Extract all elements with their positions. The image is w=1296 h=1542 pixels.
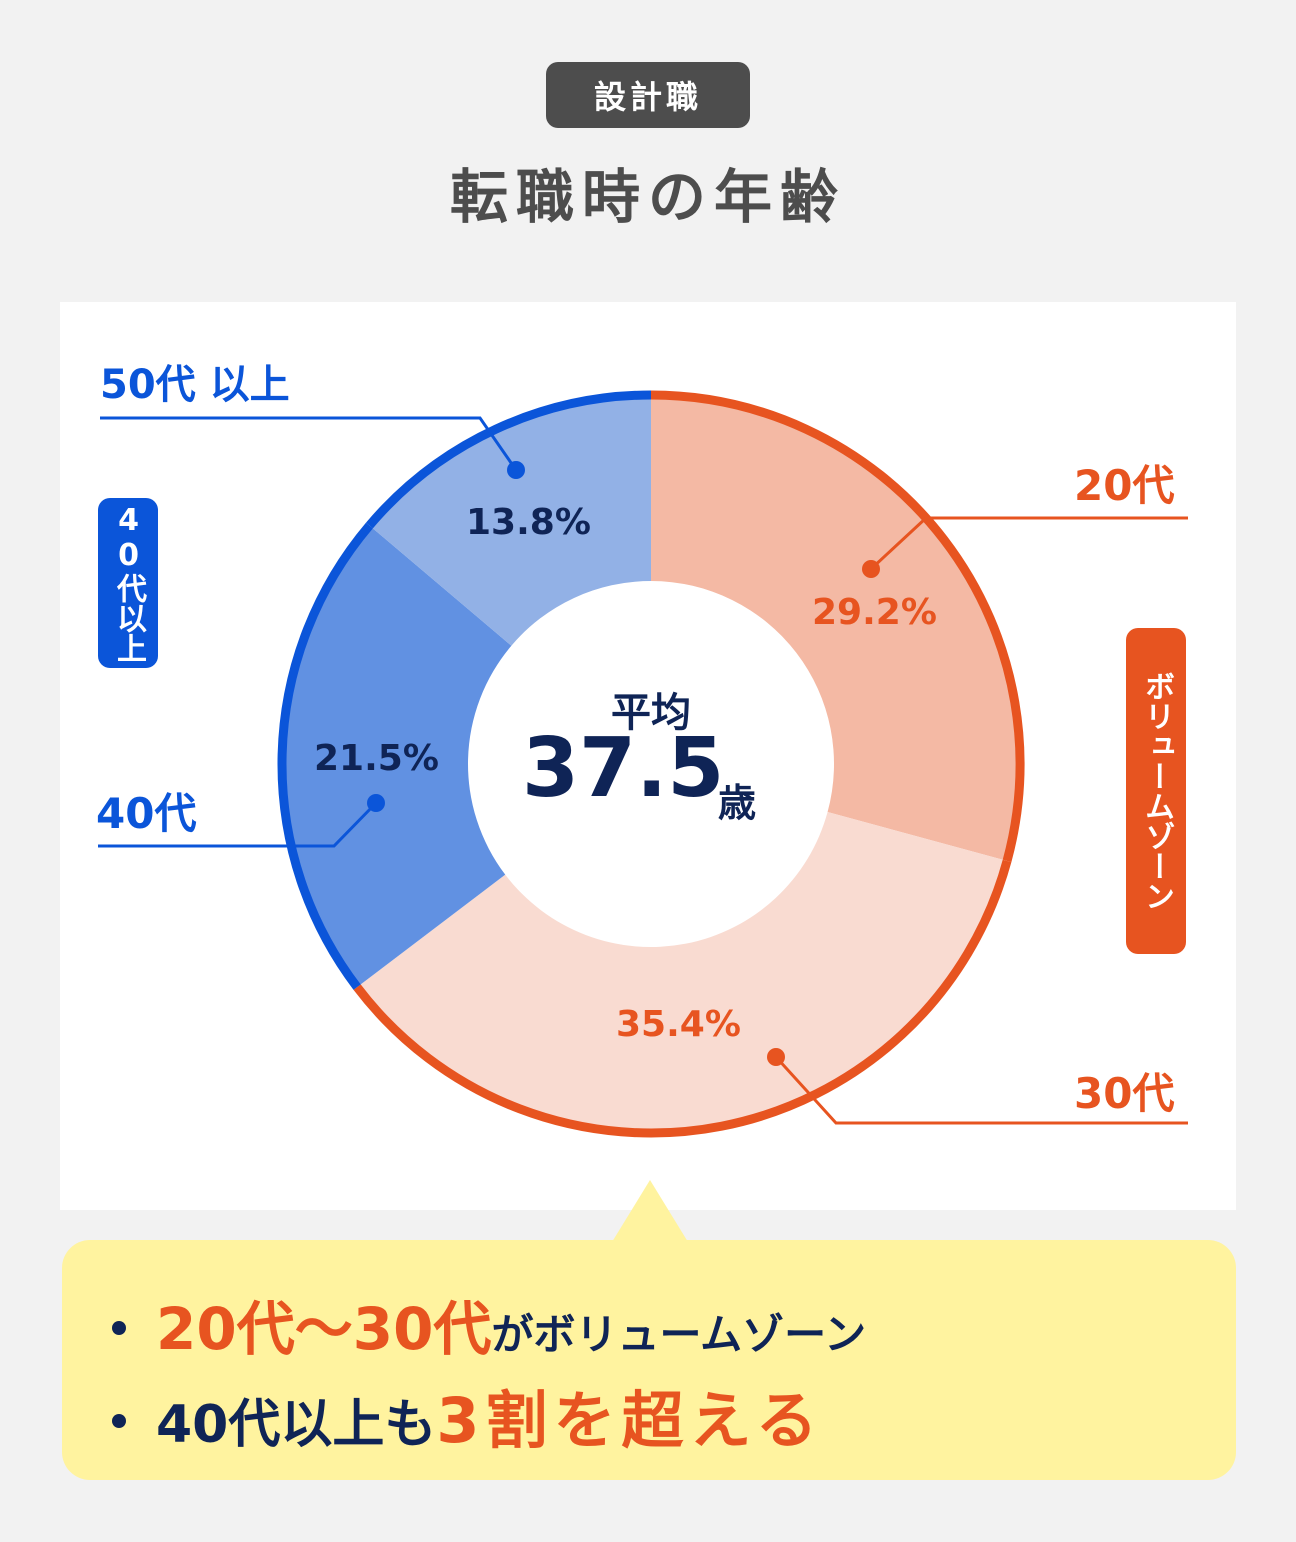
pct-20s: 29.2% — [812, 592, 937, 633]
summary-callout — [62, 1240, 1236, 1480]
pct-30s: 35.4% — [616, 1004, 741, 1045]
center-unit: 歳 — [718, 781, 757, 825]
summary-line-1: 20代〜30代 がボリュームゾーン — [112, 1282, 866, 1366]
label-40s: 40代 — [96, 789, 197, 838]
segment-50s-plus-rim — [366, 390, 652, 529]
bullet-icon — [112, 1321, 126, 1335]
segment-20s-rim — [650, 390, 1025, 863]
callout-tail — [612, 1180, 688, 1242]
page-title: 転職時の年齢 — [449, 163, 846, 231]
category-badge: 設計職 — [546, 62, 750, 128]
center-value: 37.5 — [522, 721, 725, 816]
segment-50s-plus — [370, 396, 651, 646]
leader-lines — [98, 416, 1188, 1125]
pct-40s: 21.5% — [314, 738, 439, 779]
center-label: 平均 — [611, 690, 691, 736]
group-40-plus-badge: 40代以上 — [98, 498, 158, 668]
bullet-icon — [112, 1414, 126, 1428]
segment-40s-rim — [277, 522, 373, 990]
segment-30s-rim — [353, 859, 1012, 1138]
summary-line-2: 40代以上も 3割を超える — [112, 1370, 824, 1460]
segment-40s — [282, 526, 512, 987]
label-20s: 20代 — [1074, 461, 1175, 510]
pct-50s-plus: 13.8% — [466, 502, 591, 543]
segment-30s — [357, 812, 1007, 1133]
label-30s: 30代 — [1074, 1069, 1175, 1118]
label-50s-plus: 50代 以上 — [100, 362, 290, 408]
volume-zone-badge: ボリュームゾーン — [1126, 628, 1186, 954]
segment-20s — [651, 396, 1020, 861]
